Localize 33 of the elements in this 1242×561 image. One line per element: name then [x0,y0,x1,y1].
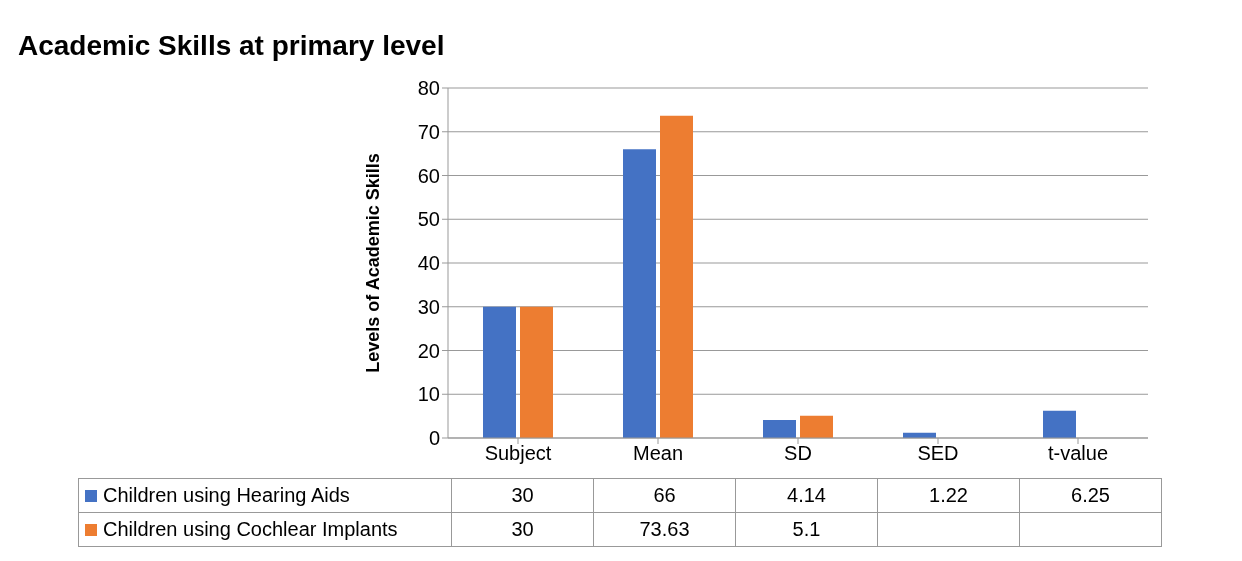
y-tick-label: 10 [417,383,440,406]
bar [763,419,796,438]
bar [483,306,516,438]
data-label: 1.22 [877,478,1020,513]
bar [520,306,553,438]
x-tick-label: Subject [484,442,552,465]
data-label: 66 [593,478,736,513]
y-tick-label: 70 [417,120,440,143]
y-tick-label: 50 [417,208,440,231]
y-tick-label: 0 [428,427,440,450]
chart-title: Academic Skills at primary level [18,30,445,62]
bar [660,115,693,438]
x-tick-label: SD [784,442,812,465]
x-tick-label: t-value [1047,442,1109,465]
x-tick-label: SED [917,442,959,465]
y-tick-label: 80 [417,77,440,100]
data-label: 30 [451,478,594,513]
data-label: 30 [451,512,594,547]
legend-label: Children using Cochlear Implants [78,512,452,547]
bar [1043,410,1076,438]
y-tick-label: 20 [417,339,440,362]
data-label: 4.14 [735,478,878,513]
y-tick-label: 40 [417,252,440,275]
x-tick-label: Mean [632,442,684,465]
y-tick-label: 60 [417,164,440,187]
data-label: 73.63 [593,512,736,547]
y-axis-title: Levels of Academic Skills [363,153,384,373]
y-tick-label: 30 [417,295,440,318]
bar [623,149,656,438]
bar [800,415,833,438]
data-label: 5.1 [735,512,878,547]
legend-label: Children using Hearing Aids [78,478,452,513]
data-label: 6.25 [1019,478,1162,513]
